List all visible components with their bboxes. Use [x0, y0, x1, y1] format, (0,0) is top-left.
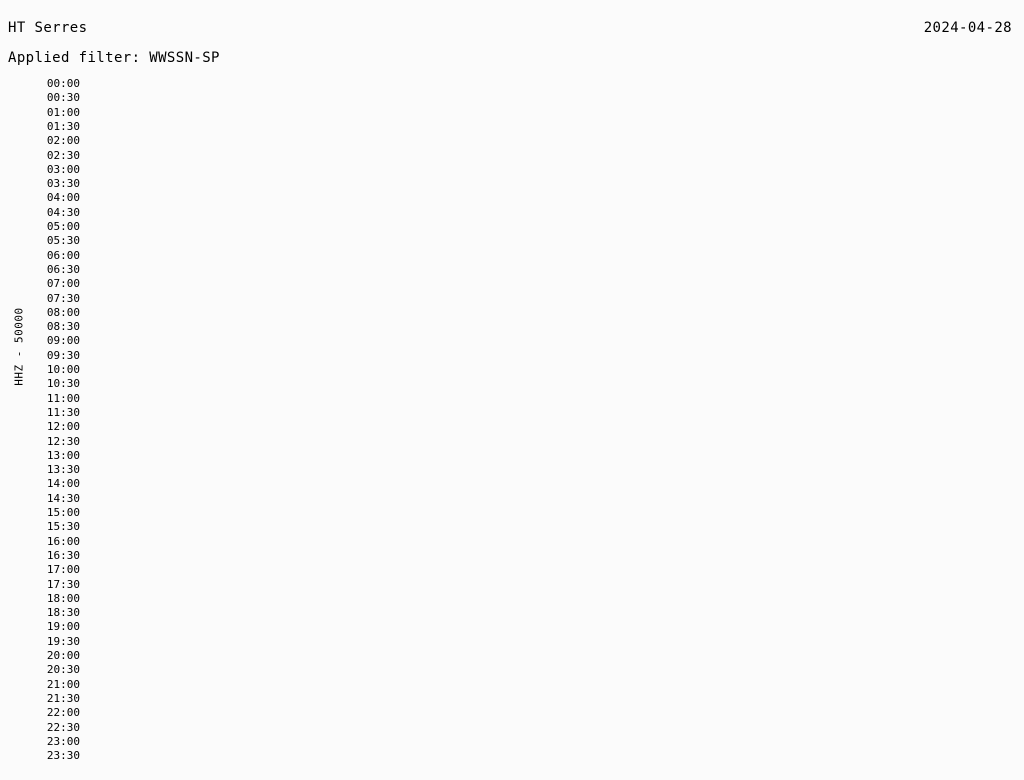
time-label-1700: 17:00	[46, 563, 80, 577]
time-label-0730: 07:30	[46, 291, 80, 305]
time-label-2100: 21:00	[46, 677, 80, 691]
time-label-0500: 05:00	[46, 220, 80, 233]
time-label-2330: 23:30	[46, 749, 80, 763]
time-label-0530: 05:30	[46, 234, 80, 248]
time-label-1100: 11:00	[46, 391, 80, 405]
time-label-1500: 15:00	[46, 506, 80, 519]
time-label-0800: 08:00	[46, 305, 80, 319]
time-label-0600: 06:00	[46, 248, 80, 262]
time-label-1800: 18:00	[46, 591, 80, 605]
time-label-2200: 22:00	[46, 706, 80, 720]
time-label-0930: 09:30	[46, 348, 80, 362]
time-label-1430: 14:30	[46, 491, 80, 505]
time-label-0830: 08:30	[46, 320, 80, 334]
time-label-0630: 06:30	[46, 262, 80, 276]
time-label-1930: 19:30	[46, 634, 80, 648]
time-label-1130: 11:30	[46, 405, 80, 419]
time-label-0130: 01:30	[46, 119, 80, 133]
time-label-1200: 12:00	[46, 420, 80, 434]
time-label-0700: 07:00	[46, 277, 80, 291]
time-label-1000: 10:00	[46, 363, 80, 376]
time-label-1230: 12:30	[46, 434, 80, 448]
time-label-1630: 16:30	[46, 548, 80, 562]
time-label-1300: 13:00	[46, 448, 80, 462]
time-label-2300: 23:00	[46, 734, 80, 748]
time-label-0300: 03:00	[46, 162, 80, 176]
time-label-0000: 00:00	[46, 77, 80, 90]
time-label-1830: 18:30	[46, 606, 80, 620]
time-label-2000: 20:00	[46, 649, 80, 662]
time-label-0030: 00:30	[46, 91, 80, 105]
time-label-1900: 19:00	[46, 620, 80, 634]
time-label-1400: 14:00	[46, 477, 80, 491]
time-label-0900: 09:00	[46, 334, 80, 348]
time-label-2130: 21:30	[46, 691, 80, 705]
time-label-0100: 01:00	[46, 105, 80, 119]
time-label-1600: 16:00	[46, 534, 80, 548]
time-label-1530: 15:30	[46, 520, 80, 534]
time-label-2030: 20:30	[46, 663, 80, 677]
time-label-0230: 02:30	[46, 148, 80, 162]
time-label-0330: 03:30	[46, 177, 80, 191]
time-label-2230: 22:30	[46, 720, 80, 734]
time-label-0430: 04:30	[46, 205, 80, 219]
time-label-0400: 04:00	[46, 191, 80, 205]
time-label-1730: 17:30	[46, 577, 80, 591]
time-label-1330: 13:30	[46, 463, 80, 477]
time-label-1030: 10:30	[46, 377, 80, 391]
time-label-0200: 02:00	[46, 134, 80, 148]
